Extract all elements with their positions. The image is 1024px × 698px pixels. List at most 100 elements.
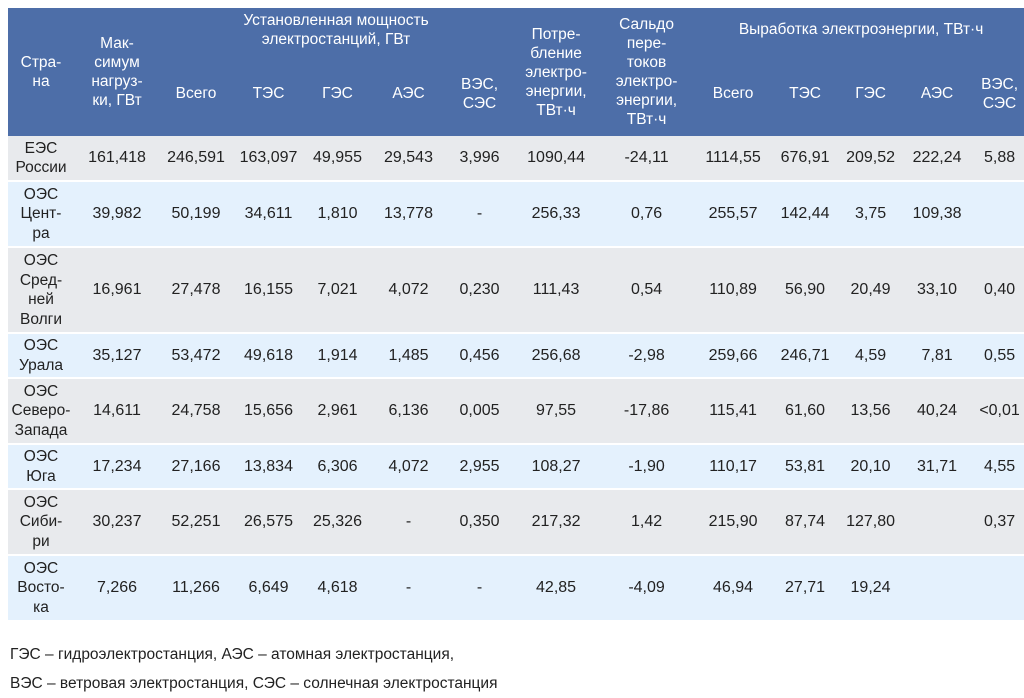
cell-consumption: 97,55 [512,378,601,445]
cell-generation-ves-ses [970,181,1024,248]
cell-installed-ves-ses: 0,350 [447,489,513,556]
cell-generation-tes: 142,44 [773,181,838,248]
cell-generation-tes: 246,71 [773,333,838,379]
header-generation-aes: АЭС [904,51,971,136]
header-consumption: Потре- бление электро- энергии, ТВт·ч [512,8,601,136]
header-generation-ves-ses: ВЭС, СЭС [970,51,1024,136]
table-body: ЕЭС России 161,418 246,591 163,097 49,95… [8,136,1024,622]
cell-generation-tes: 53,81 [773,444,838,490]
cell-generation-aes: 7,81 [904,333,971,379]
cell-generation-tes: 676,91 [773,136,838,182]
cell-installed-ves-ses: 2,955 [447,444,513,490]
header-installed-ves-ses: ВЭС, СЭС [447,51,513,136]
row-name: ОЭС Урала [8,333,74,379]
cell-installed-ges: 25,326 [305,489,370,556]
cell-generation-tes: 56,90 [773,247,838,334]
table-row: ОЭС Сред- ней Волги 16,961 27,478 16,155… [8,247,1024,334]
header-generation-ges: ГЭС [837,51,905,136]
cell-generation-ges: 20,49 [837,247,905,334]
cell-installed-ges: 7,021 [305,247,370,334]
cell-generation-aes [904,489,971,556]
cell-installed-ges: 1,914 [305,333,370,379]
header-max-load: Мак- симум нагруз- ки, ГВт [74,8,160,136]
cell-installed-ges: 2,961 [305,378,370,445]
header-flow-balance: Сальдо пере- токов электро- энергии, ТВт… [600,8,694,136]
cell-installed-total: 50,199 [160,181,232,248]
cell-installed-ges: 4,618 [305,555,370,622]
cell-max-load: 16,961 [74,247,160,334]
cell-max-load: 30,237 [74,489,160,556]
cell-installed-total: 52,251 [160,489,232,556]
table-row: ОЭС Северо- Запада 14,611 24,758 15,656 … [8,378,1024,445]
row-name: ОЭС Цент- ра [8,181,74,248]
cell-max-load: 35,127 [74,333,160,379]
table-row: ОЭС Юга 17,234 27,166 13,834 6,306 4,072… [8,444,1024,490]
cell-generation-tes: 87,74 [773,489,838,556]
header-installed-capacity: Установленная мощность электростанций, Г… [160,8,513,51]
table-row: ОЭС Цент- ра 39,982 50,199 34,611 1,810 … [8,181,1024,248]
cell-consumption: 256,68 [512,333,601,379]
header-generation: Выработка электроэнергии, ТВт·ч [693,8,1024,51]
header-installed-total: Всего [160,51,232,136]
row-name: ОЭС Сиби- ри [8,489,74,556]
row-name: ЕЭС России [8,136,74,182]
cell-generation-total: 255,57 [693,181,774,248]
header-installed-ges: ГЭС [305,51,370,136]
cell-generation-total: 46,94 [693,555,774,622]
cell-installed-ves-ses: - [447,181,513,248]
cell-generation-ges: 13,56 [837,378,905,445]
cell-consumption: 42,85 [512,555,601,622]
cell-generation-ves-ses: 5,88 [970,136,1024,182]
cell-installed-ves-ses: 0,230 [447,247,513,334]
cell-installed-total: 24,758 [160,378,232,445]
row-name: ОЭС Северо- Запада [8,378,74,445]
table-row: ЕЭС России 161,418 246,591 163,097 49,95… [8,136,1024,182]
cell-generation-ges: 127,80 [837,489,905,556]
header-installed-aes: АЭС [370,51,447,136]
cell-installed-tes: 16,155 [232,247,305,334]
cell-balance: 0,54 [600,247,694,334]
cell-generation-aes [904,555,971,622]
cell-installed-aes: 6,136 [370,378,447,445]
cell-balance: 1,42 [600,489,694,556]
cell-max-load: 17,234 [74,444,160,490]
cell-installed-tes: 15,656 [232,378,305,445]
note-line: ВЭС – ветровая электростанция, СЭС – сол… [10,675,498,692]
cell-installed-aes: 13,778 [370,181,447,248]
cell-generation-aes: 40,24 [904,378,971,445]
cell-balance: 0,76 [600,181,694,248]
header-generation-tes: ТЭС [773,51,838,136]
cell-installed-total: 27,478 [160,247,232,334]
row-name: ОЭС Восто- ка [8,555,74,622]
cell-installed-tes: 34,611 [232,181,305,248]
cell-installed-aes: 1,485 [370,333,447,379]
cell-balance: -24,11 [600,136,694,182]
cell-consumption: 256,33 [512,181,601,248]
header-installed-tes: ТЭС [232,51,305,136]
row-name: ОЭС Сред- ней Волги [8,247,74,334]
cell-installed-ves-ses: - [447,555,513,622]
cell-generation-ges: 209,52 [837,136,905,182]
cell-max-load: 161,418 [74,136,160,182]
cell-generation-total: 110,17 [693,444,774,490]
cell-generation-ges: 20,10 [837,444,905,490]
cell-generation-ves-ses: 4,55 [970,444,1024,490]
abbreviation-notes: ГЭС – гидроэлектростанция, АЭС – атомная… [10,640,498,698]
cell-installed-aes: - [370,489,447,556]
cell-max-load: 7,266 [74,555,160,622]
cell-installed-ges: 49,955 [305,136,370,182]
cell-consumption: 217,32 [512,489,601,556]
header-generation-total: Всего [693,51,774,136]
energy-table: Стра- на Мак- симум нагруз- ки, ГВт Уста… [8,8,1024,622]
cell-generation-ves-ses: <0,01 [970,378,1024,445]
cell-generation-ves-ses [970,555,1024,622]
cell-installed-total: 11,266 [160,555,232,622]
cell-installed-total: 27,166 [160,444,232,490]
cell-installed-tes: 49,618 [232,333,305,379]
cell-installed-total: 53,472 [160,333,232,379]
header-country: Стра- на [8,8,74,136]
table-header: Стра- на Мак- симум нагруз- ки, ГВт Уста… [8,8,1024,136]
cell-installed-ves-ses: 0,005 [447,378,513,445]
cell-installed-aes: 4,072 [370,247,447,334]
table-row: ОЭС Урала 35,127 53,472 49,618 1,914 1,4… [8,333,1024,379]
